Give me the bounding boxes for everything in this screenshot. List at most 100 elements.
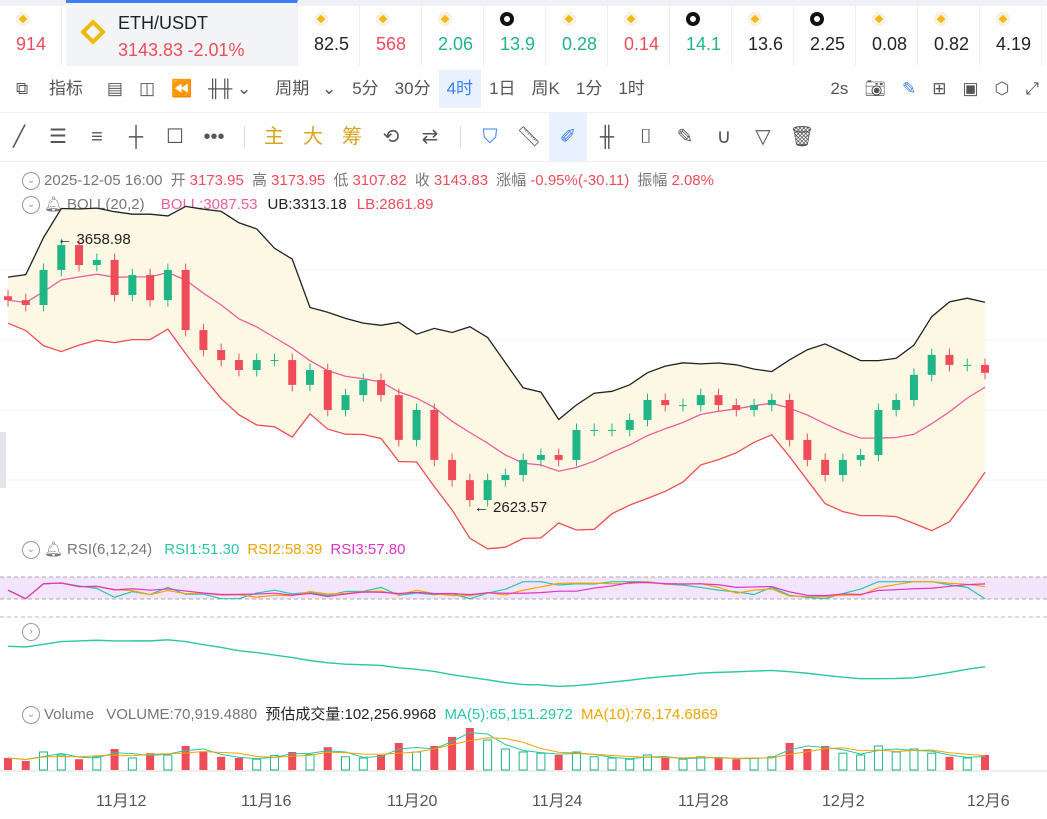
binance-icon [624,12,638,26]
volume-bar [75,759,84,770]
volume-bar [412,751,422,771]
volume-bar [625,758,635,771]
trash-icon[interactable]: 🗑︎ [789,126,815,148]
boll-lower-line [7,322,986,550]
candle-body [217,350,226,361]
collapse-icon[interactable]: ⌄ [22,541,40,560]
channel-icon[interactable]: ≡ [91,126,103,148]
draw-brush-icon[interactable]: ✐ [549,113,587,161]
ticker-item[interactable]: 14.1 [670,6,732,66]
volume-bar [642,754,652,771]
magnet-icon[interactable]: ∪ [716,126,732,148]
ticker-item[interactable]: 0.28 [546,6,608,66]
rsi1-line [7,581,986,600]
interval-1[interactable]: 30分 [394,79,431,98]
popup-icon[interactable]: ▣ [962,79,979,98]
ticker-item[interactable]: 13.9 [484,6,546,66]
volume-legend: ⌄ Volume VOLUME:70,919.4880 预估成交量:102,256… [22,703,722,725]
indicator-button[interactable]: ⧉ 指标 [0,70,99,108]
horizontal-line-icon[interactable]: ┼ [128,126,144,148]
edit-note-icon[interactable]: ✎ [676,126,694,148]
candle-body [874,409,883,456]
candle-body [732,405,741,410]
ticker-item[interactable]: 914 [0,6,62,66]
collapse-icon[interactable]: ⌄ [22,706,40,725]
interval-2[interactable]: 4时 [438,70,482,108]
divider [460,126,461,148]
add-window-icon[interactable]: ⊞ [932,79,947,98]
filter-icon[interactable]: ▽ [755,126,771,148]
volume-bar [500,748,510,771]
fullscreen-icon[interactable]: ⤢ [1025,79,1039,98]
big-button[interactable]: 大 [303,126,323,148]
collapse-icon[interactable]: ⌄ [22,196,40,215]
bell-icon[interactable]: 🔔︎ [44,196,64,213]
candle-body [75,245,84,266]
side-handle[interactable] [0,432,6,488]
ticker-eth-usdt[interactable]: ETH/USDT 3143.83 -2.01% [66,0,298,66]
ticker-item[interactable]: 13.6 [732,6,794,66]
interval-3[interactable]: 1日 [489,79,516,98]
sync-icon[interactable]: ⟲ [382,126,400,148]
ticker-item[interactable]: 2.25 [794,6,856,66]
interval-6[interactable]: 1时 [618,79,645,98]
ruler-icon[interactable]: 📏︎ [516,126,542,148]
rectangle-icon[interactable]: ☐ [166,126,184,148]
collapse-icon[interactable]: ⌄ [22,172,40,191]
parallel-lines-icon[interactable]: ☰ [49,126,67,148]
ticker-item[interactable]: 82.5 [298,6,360,66]
bookmark-icon[interactable]: ⛉ [482,126,498,148]
bell-icon[interactable]: 🔔︎ [44,541,64,558]
volume-bar [234,758,243,770]
volume-bar [873,745,883,771]
ticker-item[interactable]: 0.82 [918,6,980,66]
refresh-rate[interactable]: 2s [830,79,849,98]
volume-bar [465,728,474,770]
ticker-item[interactable]: 0.08 [856,6,918,66]
boll-upper-line [7,205,986,421]
settings-icon[interactable]: ⬡ [994,79,1010,98]
volume-bar [4,758,12,770]
expand-icon[interactable]: › [22,623,40,642]
volume-bar [430,746,439,770]
rewind-icon[interactable]: ⏪ [171,79,193,98]
lock-icon[interactable]: ⌷ [640,126,652,148]
candle-body [377,380,386,396]
binance-icon [314,12,328,26]
candle-body [803,439,812,460]
candle-body [519,459,528,475]
candle-body [252,360,261,371]
period-dropdown[interactable]: 周期 ⌄ [275,79,337,98]
ticker-item[interactable]: 4.19 [980,6,1042,66]
candle-body [39,269,48,305]
main-button[interactable]: 主 [264,126,284,148]
candle-body [430,409,439,460]
line-icon[interactable]: ╱ [12,126,26,148]
interval-4[interactable]: 周K [531,79,560,98]
ticker-item[interactable]: 568 [360,6,422,66]
interval-5[interactable]: 1分 [575,79,603,98]
candle-type-dropdown[interactable]: ╫╫ ⌄ [208,79,252,98]
divider [244,126,245,148]
volume-bar [518,751,528,771]
more-icon[interactable]: ••• [203,126,225,148]
ticker-item[interactable]: 2.06 [422,6,484,66]
volume-bar [696,756,706,771]
pencil-icon[interactable]: ✎ [901,79,917,98]
binance-icon [376,12,390,26]
interval-0[interactable]: 5分 [352,79,379,98]
hide-candles-icon[interactable]: ╫ [599,126,615,148]
candle-body [643,399,652,420]
split-icon[interactable]: ◫ [138,79,155,98]
camera-icon[interactable]: 📷︎ [864,79,886,98]
layout-icon[interactable]: ▤ [106,79,123,98]
ticker-item[interactable]: 0.14 [608,6,670,66]
swap-icon[interactable]: ⇄ [421,126,439,148]
rsi2-line [7,581,986,600]
volume-bar [909,748,919,771]
candle-body [625,419,634,430]
chips-button[interactable]: 筹 [342,126,362,148]
volume-bar [252,758,262,771]
volume-bar [163,754,173,771]
